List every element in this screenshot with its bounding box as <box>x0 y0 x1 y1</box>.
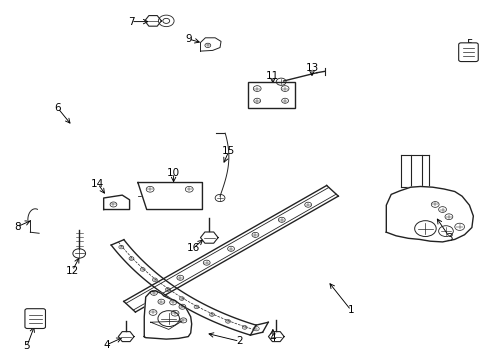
Text: 4: 4 <box>269 333 276 343</box>
Polygon shape <box>200 38 221 51</box>
Text: 15: 15 <box>222 146 235 156</box>
Text: 1: 1 <box>347 305 354 315</box>
Text: 4: 4 <box>103 340 110 350</box>
Text: 5: 5 <box>23 341 30 351</box>
Text: 5: 5 <box>465 39 472 49</box>
Text: 10: 10 <box>167 168 180 178</box>
FancyBboxPatch shape <box>25 309 45 328</box>
Text: 14: 14 <box>91 179 104 189</box>
Polygon shape <box>103 195 129 210</box>
Polygon shape <box>386 186 472 242</box>
Text: 6: 6 <box>54 103 61 113</box>
Polygon shape <box>138 183 202 210</box>
Text: 2: 2 <box>236 336 243 346</box>
Text: 12: 12 <box>65 266 79 276</box>
Text: 7: 7 <box>127 17 134 27</box>
FancyBboxPatch shape <box>458 43 477 62</box>
Text: 3: 3 <box>446 233 452 243</box>
Text: 8: 8 <box>14 222 20 232</box>
Text: 11: 11 <box>265 71 279 81</box>
Text: 9: 9 <box>184 34 191 44</box>
FancyBboxPatch shape <box>248 82 294 108</box>
Text: 16: 16 <box>186 243 200 253</box>
Polygon shape <box>144 291 191 339</box>
Text: 13: 13 <box>305 63 318 73</box>
